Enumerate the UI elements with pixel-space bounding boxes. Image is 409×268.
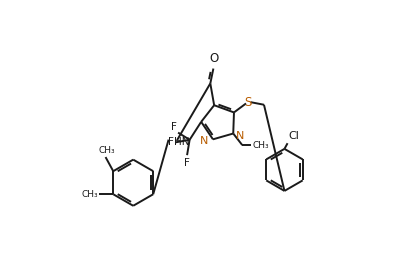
Text: CH₃: CH₃ bbox=[81, 190, 98, 199]
Text: Cl: Cl bbox=[288, 131, 299, 141]
Text: O: O bbox=[209, 52, 218, 65]
Text: F: F bbox=[171, 122, 176, 132]
Text: CH₃: CH₃ bbox=[252, 140, 268, 150]
Text: S: S bbox=[244, 96, 251, 109]
Text: F: F bbox=[184, 158, 189, 168]
Text: N: N bbox=[236, 131, 244, 140]
Text: F: F bbox=[168, 137, 174, 147]
Text: HN: HN bbox=[173, 137, 189, 147]
Text: CH₃: CH₃ bbox=[98, 146, 115, 155]
Text: N: N bbox=[200, 136, 208, 146]
